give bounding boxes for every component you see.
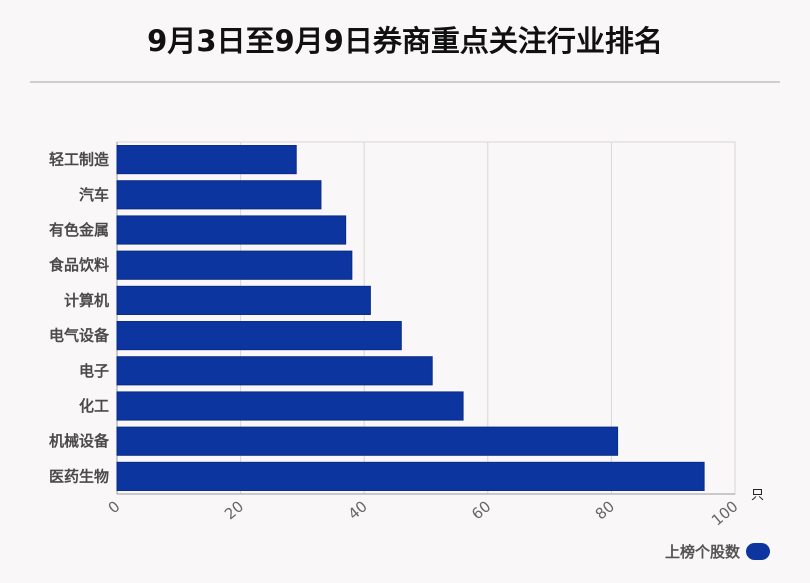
x-tick-label: 100 — [708, 497, 742, 529]
bar[interactable] — [116, 250, 353, 280]
title-divider — [30, 81, 780, 83]
category-label: 医药生物 — [49, 467, 109, 485]
bar[interactable] — [116, 180, 322, 210]
bar[interactable] — [116, 285, 371, 315]
category-label: 轻工制造 — [49, 151, 109, 169]
x-tick-label: 20 — [221, 497, 247, 523]
x-tick-label: 60 — [468, 497, 494, 523]
bar[interactable] — [116, 356, 433, 386]
x-tick-label: 80 — [592, 497, 618, 523]
legend-label: 上榜个股数 — [664, 543, 740, 561]
category-label: 机械设备 — [49, 432, 110, 450]
category-label: 有色金属 — [49, 221, 109, 239]
category-label: 电子 — [79, 362, 109, 380]
bar[interactable] — [116, 461, 705, 491]
category-label: 食品饮料 — [49, 256, 109, 274]
category-label: 化工 — [79, 397, 109, 415]
legend[interactable]: 上榜个股数 — [665, 541, 770, 562]
bar[interactable] — [116, 391, 464, 421]
chart-title: 9月3日至9月9日券商重点关注行业排名 — [147, 24, 663, 58]
bar[interactable] — [116, 215, 347, 245]
x-tick-label: 0 — [105, 497, 124, 517]
bar[interactable] — [116, 321, 402, 351]
category-label: 电气设备 — [49, 327, 110, 345]
legend-swatch — [746, 543, 770, 560]
category-label: 计算机 — [64, 291, 109, 309]
bar[interactable] — [116, 426, 619, 456]
x-tick-label: 40 — [345, 497, 371, 523]
category-label: 汽车 — [79, 186, 109, 204]
x-unit-label: 只 — [751, 488, 764, 503]
bar[interactable] — [116, 145, 297, 175]
